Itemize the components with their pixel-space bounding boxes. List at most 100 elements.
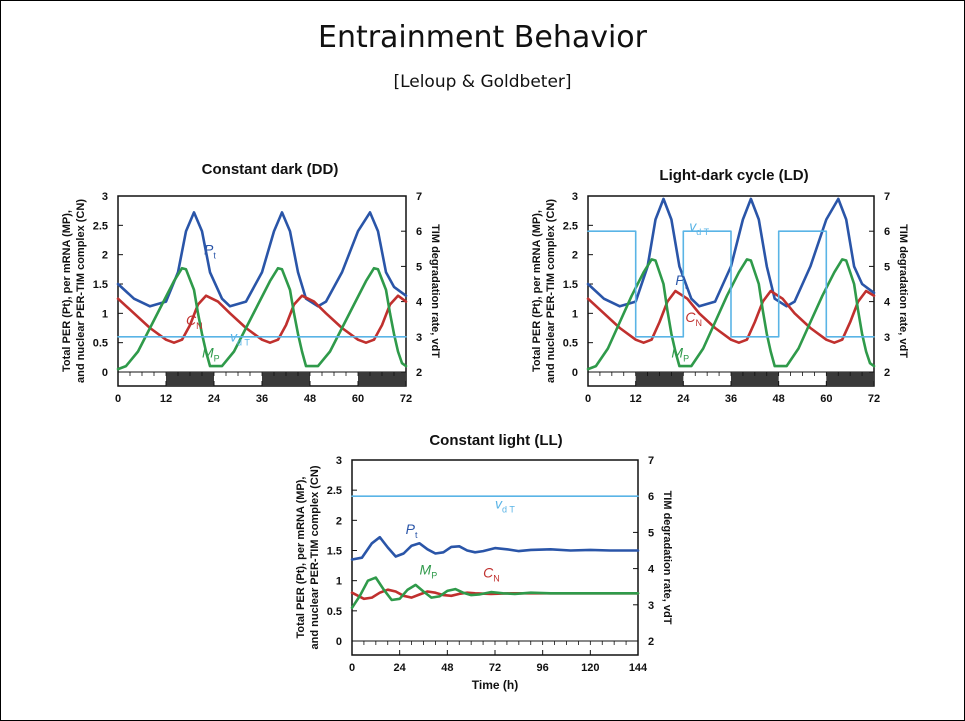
chart-dd: Constant dark (DD)0 12 24 36 48 60 7200.511.52…: [61, 161, 441, 405]
y-axis-label-line1: Total PER (Pt), per mRNA (MP),: [61, 210, 73, 372]
chart-ld: Light-dark cycle (LD)0 12 24 36 48 60 7200.511…: [531, 167, 909, 405]
y2-tick-label: 3: [416, 332, 422, 344]
y-tick-label: 1: [572, 308, 578, 320]
x-tick-label: 96: [537, 662, 549, 674]
y-tick-label: 0.5: [93, 338, 108, 350]
y2-tick-label: 6: [884, 226, 890, 238]
series-label-mp: MP: [671, 344, 689, 363]
y-tick-label: 0: [336, 636, 342, 648]
x-tick-label: 12: [630, 393, 642, 405]
x-tick-label: 36: [725, 393, 737, 405]
y-tick-label: 2.5: [563, 220, 578, 232]
x-tick-label: 12: [160, 393, 172, 405]
series-label-vdt: vd T: [689, 218, 709, 237]
series-pt: [116, 211, 408, 308]
y-tick-label: 2.5: [93, 220, 108, 232]
chart-title: Constant dark (DD): [202, 161, 339, 178]
y2-axis-label: TIM degradation rate, vdT: [897, 224, 909, 358]
y2-tick-label: 2: [416, 367, 422, 379]
y2-tick-label: 5: [648, 527, 654, 539]
slide-title: Entrainment Behavior: [317, 20, 647, 55]
series-label-pt: Pt: [675, 272, 687, 291]
x-tick-label: 24: [208, 393, 221, 405]
x-tick-label: 0: [115, 393, 121, 405]
series-label-cn: CN: [186, 312, 203, 331]
chart-ll: Constant light (LL)0 24 48 72 96 120 14400.511…: [295, 432, 673, 692]
y-tick-label: 0.5: [563, 338, 578, 350]
series-mp: [586, 258, 876, 371]
x-tick-label: 60: [352, 393, 364, 405]
y-axis-label-line2: and nuclear PER-TIM complex (CN): [309, 465, 321, 649]
series-label-mp: MP: [420, 562, 438, 581]
y-axis-label-line2: and nuclear PER-TIM complex (CN): [75, 199, 87, 383]
y-tick-label: 0.5: [327, 606, 342, 618]
y2-tick-label: 3: [884, 332, 890, 344]
series-label-vdt: vd T: [230, 328, 250, 347]
x-tick-label: 144: [629, 662, 648, 674]
series-label-cn: CN: [685, 309, 702, 328]
y-tick-label: 1.5: [93, 279, 108, 291]
y2-tick-label: 5: [416, 261, 422, 273]
slide-subtitle: [Leloup & Goldbeter]: [393, 72, 572, 92]
y2-tick-label: 4: [416, 297, 423, 309]
y2-tick-label: 2: [648, 636, 654, 648]
x-tick-label: 120: [581, 662, 599, 674]
series-pt: [350, 535, 640, 561]
y2-tick-label: 6: [648, 491, 654, 503]
y2-tick-label: 7: [884, 191, 890, 203]
series-label-vdt: vd T: [495, 495, 515, 514]
x-tick-label: 60: [820, 393, 832, 405]
x-tick-label: 24: [677, 393, 690, 405]
y2-axis-label: TIM degradation rate, vdT: [661, 491, 673, 625]
y-axis-label-line1: Total PER (Pt), per mRNA (MP),: [531, 210, 543, 372]
y-tick-label: 1.5: [327, 546, 342, 558]
series-cn: [116, 294, 408, 344]
y-tick-label: 1.5: [563, 279, 578, 291]
x-tick-label: 24: [394, 662, 407, 674]
series-mp: [350, 576, 640, 610]
y2-tick-label: 6: [416, 226, 422, 238]
y2-tick-label: 4: [648, 564, 655, 576]
y-axis-label-line2: and nuclear PER-TIM complex (CN): [545, 199, 557, 383]
y2-tick-label: 7: [648, 455, 654, 467]
x-axis-label: Time (h): [472, 678, 518, 692]
x-tick-label: 72: [489, 662, 501, 674]
x-tick-label: 72: [400, 393, 412, 405]
y-tick-label: 2: [336, 515, 342, 527]
x-tick-label: 48: [773, 393, 785, 405]
y-tick-label: 0: [572, 367, 578, 379]
chart-title: Constant light (LL): [429, 432, 562, 449]
x-tick-label: 0: [349, 662, 355, 674]
y-tick-label: 2.5: [327, 485, 342, 497]
y2-tick-label: 2: [884, 367, 890, 379]
y2-tick-label: 4: [884, 297, 891, 309]
y-tick-label: 1: [102, 308, 108, 320]
y2-tick-label: 7: [416, 191, 422, 203]
y2-tick-label: 3: [648, 600, 654, 612]
y-tick-label: 2: [572, 250, 578, 262]
y-tick-label: 2: [102, 250, 108, 262]
y-tick-label: 3: [336, 455, 342, 467]
y2-axis-label: TIM degradation rate, vdT: [429, 224, 441, 358]
y-tick-label: 3: [572, 191, 578, 203]
x-tick-label: 48: [304, 393, 316, 405]
series-label-pt: Pt: [204, 242, 216, 261]
series-label-pt: Pt: [406, 521, 418, 540]
series-mp: [116, 266, 408, 371]
series-label-cn: CN: [483, 565, 500, 584]
chart-title: Light-dark cycle (LD): [659, 167, 808, 184]
series-cn: [586, 289, 876, 344]
series-vdt: [587, 230, 875, 338]
series-pt: [586, 197, 876, 308]
x-tick-label: 36: [256, 393, 268, 405]
y-axis-label-line1: Total PER (Pt), per mRNA (MP),: [295, 477, 307, 639]
y2-tick-label: 5: [884, 261, 890, 273]
y-tick-label: 0: [102, 367, 108, 379]
series-label-mp: MP: [202, 344, 220, 363]
y-tick-label: 3: [102, 191, 108, 203]
x-tick-label: 72: [868, 393, 880, 405]
x-tick-label: 48: [441, 662, 453, 674]
y-tick-label: 1: [336, 576, 342, 588]
